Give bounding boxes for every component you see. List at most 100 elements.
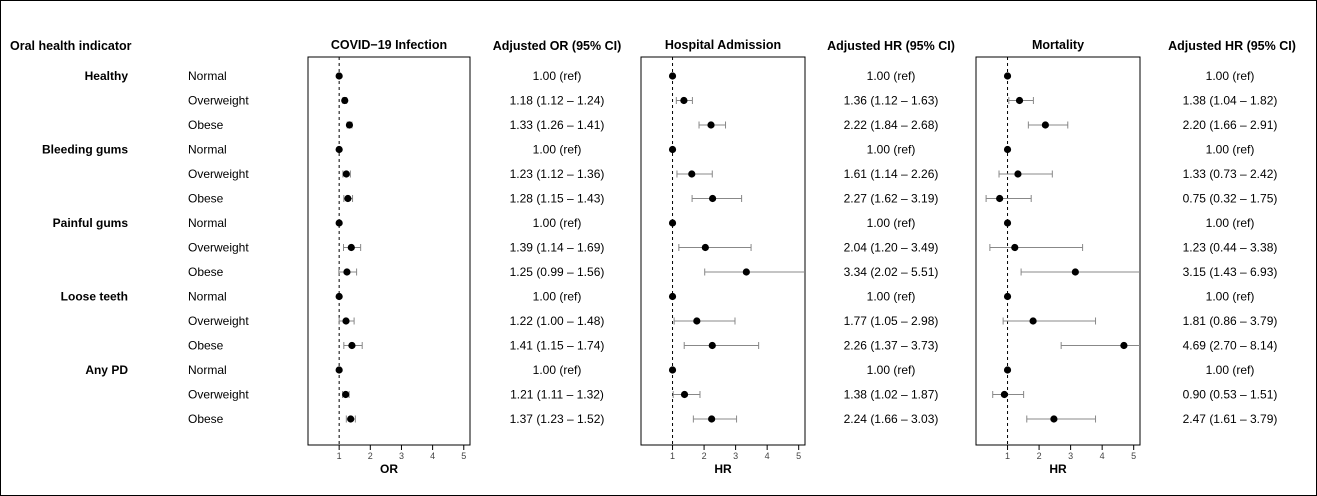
- estimate-label: 1.81 (0.86 – 3.79): [1183, 314, 1278, 328]
- ci-whisker: [1060, 342, 1140, 349]
- group-label: Painful gums: [53, 216, 129, 230]
- estimate-label: 1.21 (1.11 – 1.32): [510, 388, 604, 402]
- estimate-point: [1050, 415, 1058, 423]
- estimate-label: 1.00 (ref): [867, 216, 916, 230]
- estimate-point: [342, 390, 350, 399]
- row-labels: Healthy Normal Overweight Obese Bleeding gum…: [42, 69, 249, 426]
- x-axis-label: HR: [1049, 462, 1067, 476]
- estimate-label: 4.69 (2.70 – 8.14): [1183, 339, 1278, 353]
- x-tick-label: 4: [765, 451, 770, 461]
- category-label: Obese: [188, 412, 224, 426]
- x-tick-label: 5: [1131, 451, 1136, 461]
- group-label: Healthy: [85, 69, 129, 83]
- estimate-point: [335, 366, 343, 374]
- ci-whisker: [989, 244, 1084, 251]
- estimate-point: [1003, 219, 1012, 227]
- estimate-label: 1.00 (ref): [867, 143, 916, 157]
- estimate-point: [347, 415, 355, 423]
- estimate-point: [335, 145, 343, 154]
- estimate-label: 2.24 (1.66 – 3.03): [844, 412, 939, 426]
- estimate-label: 1.00 (ref): [867, 69, 916, 83]
- estimate-point: [680, 390, 689, 399]
- estimate-point: [1071, 268, 1079, 276]
- category-label: Normal: [188, 143, 227, 157]
- ci-whisker: [1002, 317, 1097, 325]
- estimate-point: [1014, 170, 1022, 178]
- estimate-label: 1.25 (0.99 – 1.56): [510, 265, 605, 279]
- category-label: Normal: [188, 290, 227, 304]
- estimate-label: 1.33 (1.26 – 1.41): [510, 118, 605, 132]
- ci-whisker: [678, 244, 752, 251]
- estimate-point: [1003, 72, 1012, 80]
- estimate-point: [1011, 243, 1019, 252]
- ci-whisker: [691, 195, 743, 202]
- estimate-point: [1003, 366, 1012, 374]
- estimate-point: [668, 72, 677, 80]
- estimate-label: 1.18 (1.12 – 1.24): [510, 94, 605, 108]
- estimate-point: [1003, 292, 1012, 301]
- category-label: Overweight: [188, 314, 249, 328]
- x-tick-label: 2: [368, 451, 373, 461]
- estimate-point: [341, 96, 349, 105]
- estimate-label: 1.00 (ref): [1206, 290, 1255, 304]
- category-label: Overweight: [188, 241, 249, 255]
- category-label: Normal: [188, 363, 227, 377]
- estimate-column-header: Adjusted OR (95% CI): [493, 39, 622, 53]
- estimate-label: 3.15 (1.43 – 6.93): [1183, 265, 1278, 279]
- estimate-point: [701, 243, 709, 252]
- estimate-point: [1029, 317, 1037, 325]
- estimate-point: [708, 415, 716, 423]
- panel-title: Mortality: [1032, 38, 1084, 52]
- estimate-point: [668, 219, 677, 227]
- estimate-point: [708, 194, 717, 203]
- category-label: Overweight: [188, 94, 249, 108]
- estimate-point: [668, 292, 677, 301]
- estimate-point: [1003, 145, 1012, 154]
- estimate-label: 1.39 (1.14 – 1.69): [510, 241, 605, 255]
- estimate-label: 2.04 (1.20 – 3.49): [844, 241, 939, 255]
- estimate-point: [996, 194, 1004, 203]
- estimate-point: [742, 268, 750, 276]
- estimate-label: 1.00 (ref): [1206, 363, 1255, 377]
- estimate-label: 3.34 (2.02 – 5.51): [844, 265, 939, 279]
- category-label: Obese: [188, 192, 224, 206]
- estimate-label: 1.23 (0.44 – 3.38): [1183, 241, 1278, 255]
- x-tick-label: 1: [1005, 451, 1010, 461]
- estimate-label: 1.00 (ref): [1206, 143, 1255, 157]
- category-label: Overweight: [188, 167, 249, 181]
- estimate-point: [344, 194, 352, 203]
- x-tick-label: 3: [733, 451, 738, 461]
- estimate-label: 1.00 (ref): [867, 290, 916, 304]
- estimate-point: [668, 366, 677, 374]
- estimate-point: [668, 145, 677, 154]
- x-axis-label: OR: [380, 462, 398, 476]
- x-tick-label: 2: [1037, 451, 1042, 461]
- estimate-point: [1041, 121, 1049, 129]
- x-tick-label: 2: [702, 451, 707, 461]
- x-tick-label: 4: [1100, 451, 1105, 461]
- forest-panel: Hospital Admission Adjusted HR (95% CI) 1 2…: [640, 38, 955, 476]
- estimate-label: 1.38 (1.04 – 1.82): [1183, 94, 1278, 108]
- estimate-label: 2.47 (1.61 – 3.79): [1183, 412, 1278, 426]
- estimate-label: 1.22 (1.00 – 1.48): [510, 314, 605, 328]
- estimate-label: 1.00 (ref): [533, 69, 582, 83]
- estimate-label: 2.22 (1.84 – 2.68): [844, 118, 939, 132]
- estimate-point: [342, 317, 350, 325]
- estimate-point: [345, 121, 354, 129]
- x-tick-label: 3: [399, 451, 404, 461]
- category-label: Normal: [188, 69, 227, 83]
- estimate-point: [707, 121, 715, 129]
- ci-whisker: [1026, 415, 1097, 423]
- panel-title: COVID−19 Infection: [331, 38, 447, 52]
- estimate-label: 1.61 (1.14 – 2.26): [844, 167, 939, 181]
- estimate-point: [688, 170, 696, 178]
- estimate-label: 2.20 (1.66 – 2.91): [1183, 118, 1278, 132]
- estimate-label: 1.00 (ref): [533, 290, 582, 304]
- estimate-label: 1.00 (ref): [1206, 69, 1255, 83]
- estimate-point: [693, 317, 701, 325]
- group-label: Any PD: [85, 363, 128, 377]
- estimate-point: [1120, 341, 1128, 350]
- x-axis-label: HR: [714, 462, 732, 476]
- estimate-label: 1.38 (1.02 – 1.87): [844, 388, 939, 402]
